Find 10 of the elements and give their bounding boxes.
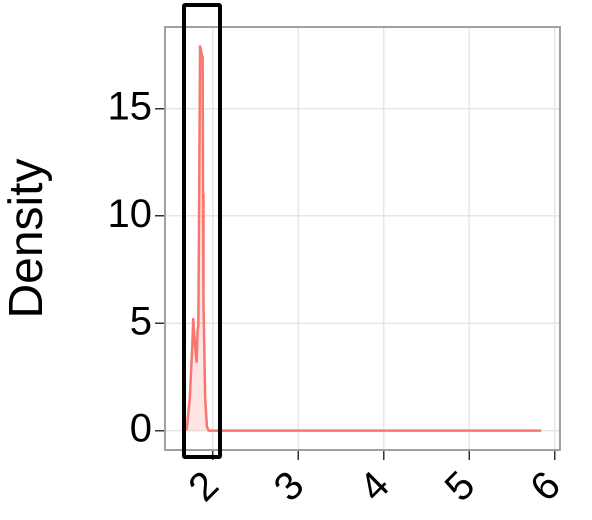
y-tick-label: 15 [108, 84, 152, 129]
y-tick-label: 5 [130, 299, 152, 344]
x-tick-label: 4 [351, 463, 398, 510]
x-tick-label: 5 [436, 463, 484, 510]
x-tick-label: 3 [266, 463, 313, 510]
y-tick-label: 10 [108, 192, 152, 236]
y-tick-label: 0 [130, 406, 152, 451]
y-axis-title: Density [0, 158, 54, 319]
x-tick-label: 6 [522, 463, 570, 510]
x-tick-label: 2 [180, 463, 228, 510]
